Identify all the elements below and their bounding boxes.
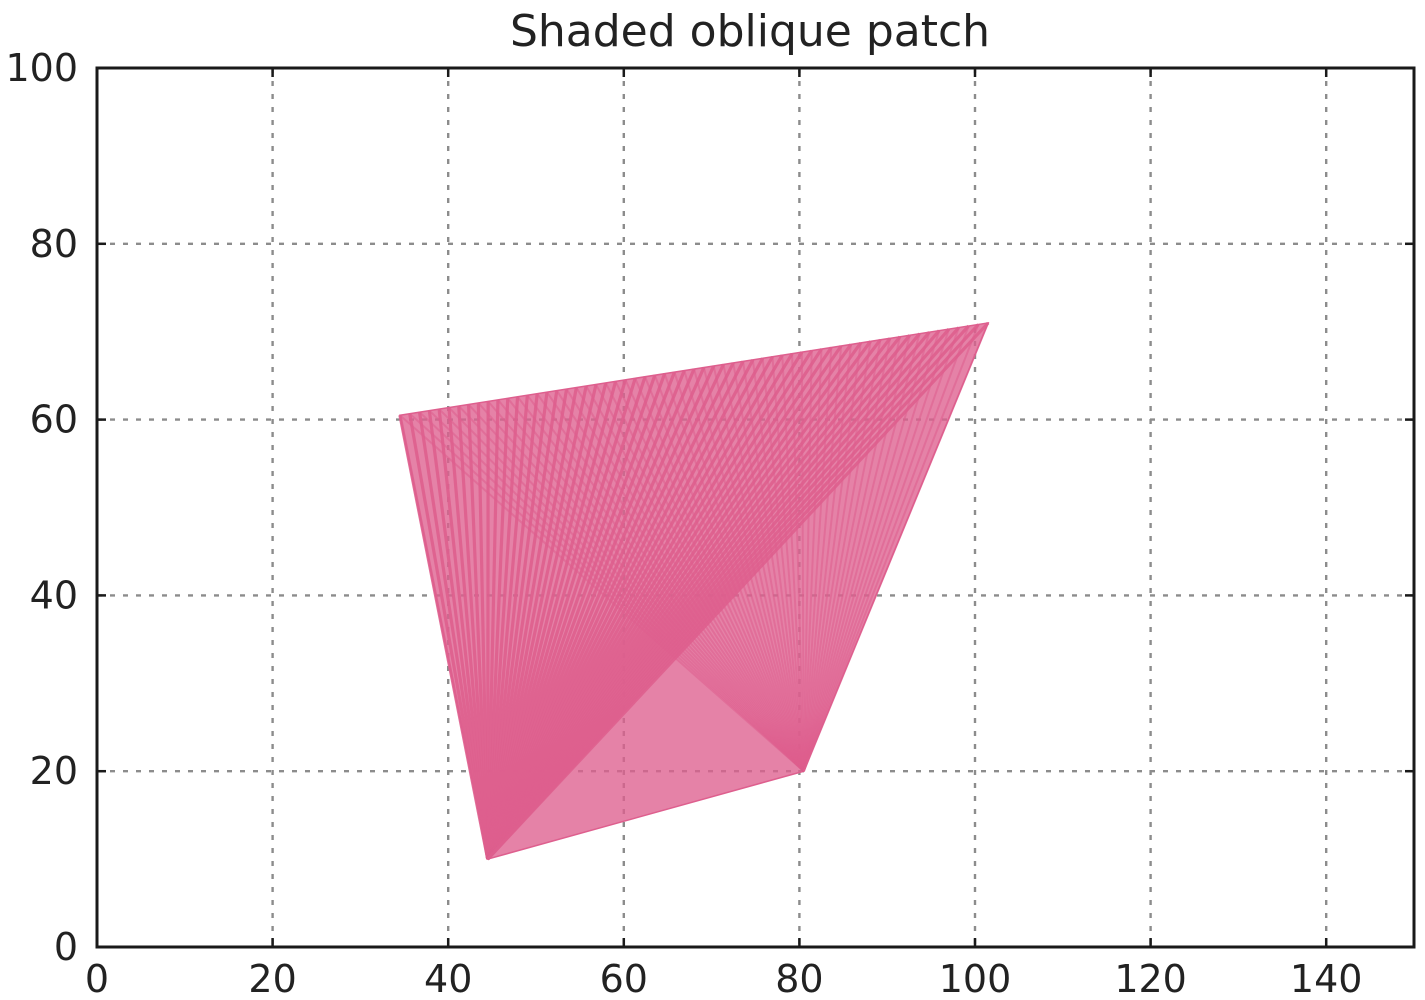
patch-stroke xyxy=(408,413,490,860)
patch-stroke xyxy=(409,412,805,772)
patch-stroke xyxy=(802,322,990,772)
y-tick-label: 60 xyxy=(30,398,78,442)
patch-stroke xyxy=(751,359,805,772)
patch-stroke xyxy=(732,362,805,772)
patch-stroke xyxy=(644,376,805,772)
patch-stroke xyxy=(417,411,490,860)
patch-stroke xyxy=(802,347,833,772)
patch-stroke xyxy=(477,402,805,772)
x-tick-label: 100 xyxy=(939,957,1012,1000)
patch-stroke xyxy=(565,388,805,772)
patch-stroke xyxy=(802,342,862,772)
patch-stroke xyxy=(802,334,911,772)
patch-stroke xyxy=(802,333,921,772)
patch-stroke xyxy=(555,390,805,772)
patch-stroke xyxy=(516,396,805,772)
chart-title: Shaded oblique patch xyxy=(510,6,990,57)
patch-stroke xyxy=(399,414,805,772)
patch-fan-secondary xyxy=(399,322,990,772)
y-tick-label: 40 xyxy=(30,573,78,617)
patch-stroke xyxy=(585,385,805,772)
patch-stroke xyxy=(497,399,805,772)
patch-stroke xyxy=(802,331,931,772)
patch-stroke xyxy=(653,374,805,772)
patch-stroke xyxy=(526,394,805,772)
x-tick-label: 20 xyxy=(248,957,296,1000)
y-tick-label: 80 xyxy=(30,222,78,266)
patch-stroke xyxy=(447,407,490,860)
patch-stroke xyxy=(802,338,892,772)
patch-stroke xyxy=(448,406,805,772)
x-tick-label: 140 xyxy=(1290,957,1363,1000)
patch-stroke xyxy=(398,414,490,860)
y-tick-label: 100 xyxy=(5,46,78,90)
patch-stroke xyxy=(791,353,805,772)
patch-stroke xyxy=(683,370,805,772)
y-tick-label: 20 xyxy=(30,749,78,793)
patch-stroke xyxy=(802,324,980,772)
patch-stroke xyxy=(802,330,941,772)
plot-area xyxy=(398,321,990,861)
patch-stroke xyxy=(781,355,805,772)
x-tick-label: 40 xyxy=(424,957,472,1000)
patch-stroke xyxy=(802,344,852,772)
tick-labels: 0 20 40 60 80 100 120 140 0 20 40 60 80 100 xyxy=(5,46,1362,1000)
patch-stroke xyxy=(418,411,805,772)
patch-stroke xyxy=(536,393,805,772)
patch-stroke xyxy=(663,373,805,772)
patch-stroke xyxy=(487,400,805,772)
patch-stroke xyxy=(486,321,990,861)
patch-stroke xyxy=(761,358,805,772)
x-tick-label: 80 xyxy=(775,957,823,1000)
patch-stroke xyxy=(438,408,805,772)
x-tick-label: 0 xyxy=(85,957,109,1000)
patch-stroke xyxy=(802,327,960,772)
patch-stroke xyxy=(802,350,813,772)
patch-stroke xyxy=(546,391,805,772)
patch-stroke xyxy=(428,409,805,772)
patch-stroke xyxy=(722,364,805,772)
patch-stroke xyxy=(802,325,970,772)
patch-stroke xyxy=(634,377,805,772)
patch-stroke xyxy=(802,345,843,772)
patch-stroke xyxy=(802,349,823,772)
patch-stroke xyxy=(476,402,490,860)
patch-stroke xyxy=(693,368,805,772)
patch-stroke xyxy=(802,341,872,772)
patch-stroke xyxy=(466,404,490,860)
patch-stroke xyxy=(467,403,805,772)
patch-stroke xyxy=(595,383,805,772)
patch-stroke xyxy=(604,382,805,772)
patch-stroke xyxy=(437,408,490,860)
y-tick-label: 0 xyxy=(54,925,78,969)
patch-stroke xyxy=(614,380,805,772)
patch-stroke xyxy=(802,339,882,772)
patch-stroke xyxy=(802,336,901,772)
patch-stroke xyxy=(458,405,805,772)
patch-stroke xyxy=(575,387,805,772)
patch-stroke xyxy=(742,361,805,772)
axes-frame xyxy=(95,66,1416,949)
patch-stroke xyxy=(624,379,805,772)
patch-stroke xyxy=(427,410,490,860)
patch-stroke xyxy=(457,405,490,860)
patch-stroke xyxy=(702,367,805,772)
patch-stroke xyxy=(506,397,805,772)
patch-stroke xyxy=(771,356,805,772)
patch-stroke xyxy=(800,352,805,772)
x-tick-label: 60 xyxy=(600,957,648,1000)
patch-stroke xyxy=(712,365,805,772)
ticks xyxy=(95,66,1414,949)
x-tick-label: 120 xyxy=(1114,957,1187,1000)
patch-stroke xyxy=(673,371,805,772)
patch-stroke xyxy=(802,328,950,772)
